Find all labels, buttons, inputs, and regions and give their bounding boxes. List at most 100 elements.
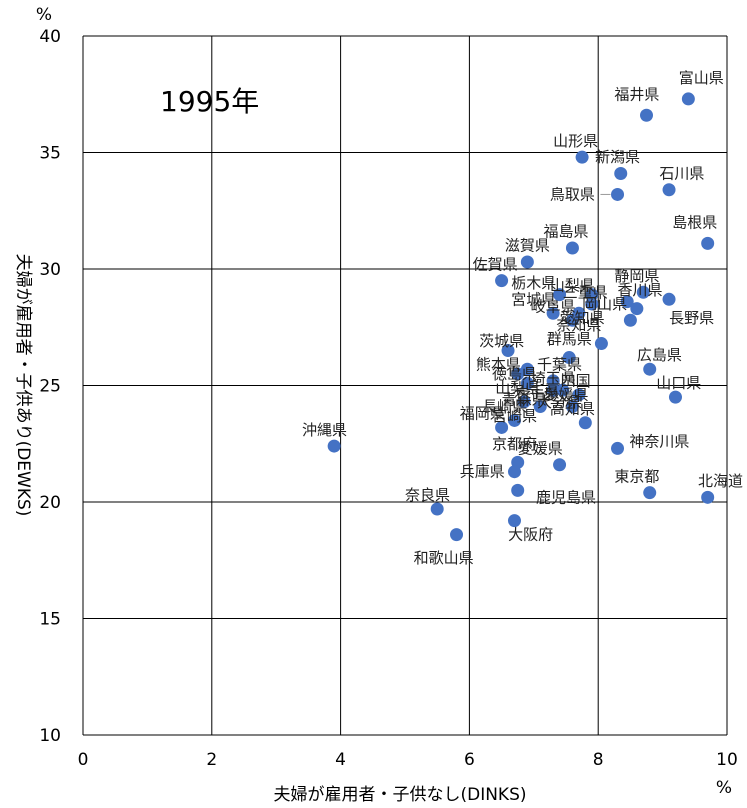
point-label-33: 長崎県 [482,397,527,415]
data-point-34 [533,399,547,413]
data-point-40 [611,441,625,455]
point-label-24: 熊本県 [476,356,521,374]
point-label-17: 香川県 [618,281,663,299]
y-axis-label: 夫婦が雇用者・子供あり(DEWKS) [13,254,33,517]
data-point-47 [430,502,444,516]
data-point-20 [565,313,579,327]
data-point-19 [623,313,637,327]
data-point-13 [662,292,676,306]
data-point-8 [520,255,534,269]
x-tick-label-4: 8 [593,750,604,770]
data-point-2 [575,150,589,164]
point-label-8: 滋賀県 [505,237,550,255]
point-label-22: 広島県 [637,346,682,364]
data-point-21 [594,337,608,351]
point-label-2: 山形県 [553,132,598,150]
data-point-3 [614,166,628,180]
point-label-21: 群馬県 [547,330,592,348]
data-point-33 [517,395,531,409]
point-label-49: 和歌山県 [414,549,474,567]
data-point-28 [668,390,682,404]
point-label-31: 四国 [561,372,591,390]
data-point-27 [546,374,560,388]
point-label-45: 北海道 [698,472,743,490]
data-point-5 [611,187,625,201]
data-point-30 [546,383,560,397]
point-label-5: 鳥取県 [550,185,595,203]
point-label-26: 徳島県 [492,365,537,383]
y-tick-label-0: 10 [39,726,61,746]
data-point-6 [701,236,715,250]
point-label-30: 岩手県 [515,383,560,401]
y-tick-labels: 10 15 20 25 30 35 40 [39,27,61,746]
data-point-36 [565,399,579,413]
data-points [327,92,715,542]
point-label-19: 愛知県 [560,309,605,327]
point-label-42: 愛媛県 [518,439,563,457]
point-label-35: 高知県 [550,400,595,418]
data-point-29 [520,376,534,390]
point-label-1: 福井県 [614,85,659,103]
point-label-48: 大阪府 [508,526,553,544]
data-point-1 [640,108,653,122]
point-label-41: 京都府 [492,435,537,453]
point-label-37: 宮崎県 [492,407,537,425]
point-label-11: 山梨県 [550,276,595,294]
data-point-44 [643,486,657,500]
point-label-44: 東京都 [614,467,659,485]
y-tick-label-6: 40 [39,27,61,47]
data-point-42 [553,458,567,472]
point-label-34: 青森県 [502,390,547,408]
point-label-39: 沖縄県 [302,421,347,439]
y-unit-label: % [36,5,52,25]
point-label-32: 愛媛県 [543,386,588,404]
point-label-29: 山梨県 [495,379,540,397]
grid-lines [82,35,728,736]
data-point-16 [620,295,634,309]
x-tick-label-0: 0 [78,750,89,770]
y-tick-label-3: 25 [39,377,61,397]
data-point-25 [562,351,576,365]
point-label-38: 福岡県 [460,404,505,422]
data-point-46 [511,483,525,497]
point-label-36: 大分県 [537,393,582,411]
data-point-32 [572,388,586,402]
y-tick-label-5: 35 [39,144,61,164]
data-point-4 [662,183,676,197]
data-point-35 [578,416,592,430]
point-label-12: 静岡県 [614,267,659,285]
point-label-20: 奈知県 [556,316,601,334]
data-point-9 [495,274,509,288]
data-point-12 [636,285,650,299]
data-point-18 [585,297,599,311]
point-label-28: 山口県 [656,374,701,392]
data-point-37 [507,413,521,427]
x-tick-label-1: 2 [206,750,217,770]
y-tick-label-1: 15 [39,610,61,630]
data-point-38 [495,420,509,434]
point-label-43: 兵庫県 [460,463,505,481]
data-point-17 [630,302,644,316]
point-label-15: 岐阜県 [531,297,576,315]
point-label-4: 石川県 [659,164,704,182]
point-label-40: 神奈川県 [629,432,689,450]
point-label-47: 奈良県 [405,486,450,504]
data-point-26 [520,362,534,376]
x-axis-label: 夫婦が雇用者・子供なし(DINKS) [273,785,526,805]
point-label-13: 長野県 [669,309,714,327]
point-label-3: 新潟県 [595,148,640,166]
data-point-11 [585,288,599,302]
data-point-22 [643,362,657,376]
data-point-45 [701,490,715,504]
point-label-0: 富山県 [679,69,724,87]
point-label-14: 宮城県 [511,290,556,308]
data-point-31 [556,383,570,397]
data-point-10 [553,288,567,302]
point-label-25: 千葉県 [537,356,582,374]
x-unit-label: % [716,778,732,798]
x-tick-label-5: 10 [716,750,738,770]
point-label-16: 岡山県 [582,295,627,313]
point-label-9: 佐賀県 [473,255,518,273]
